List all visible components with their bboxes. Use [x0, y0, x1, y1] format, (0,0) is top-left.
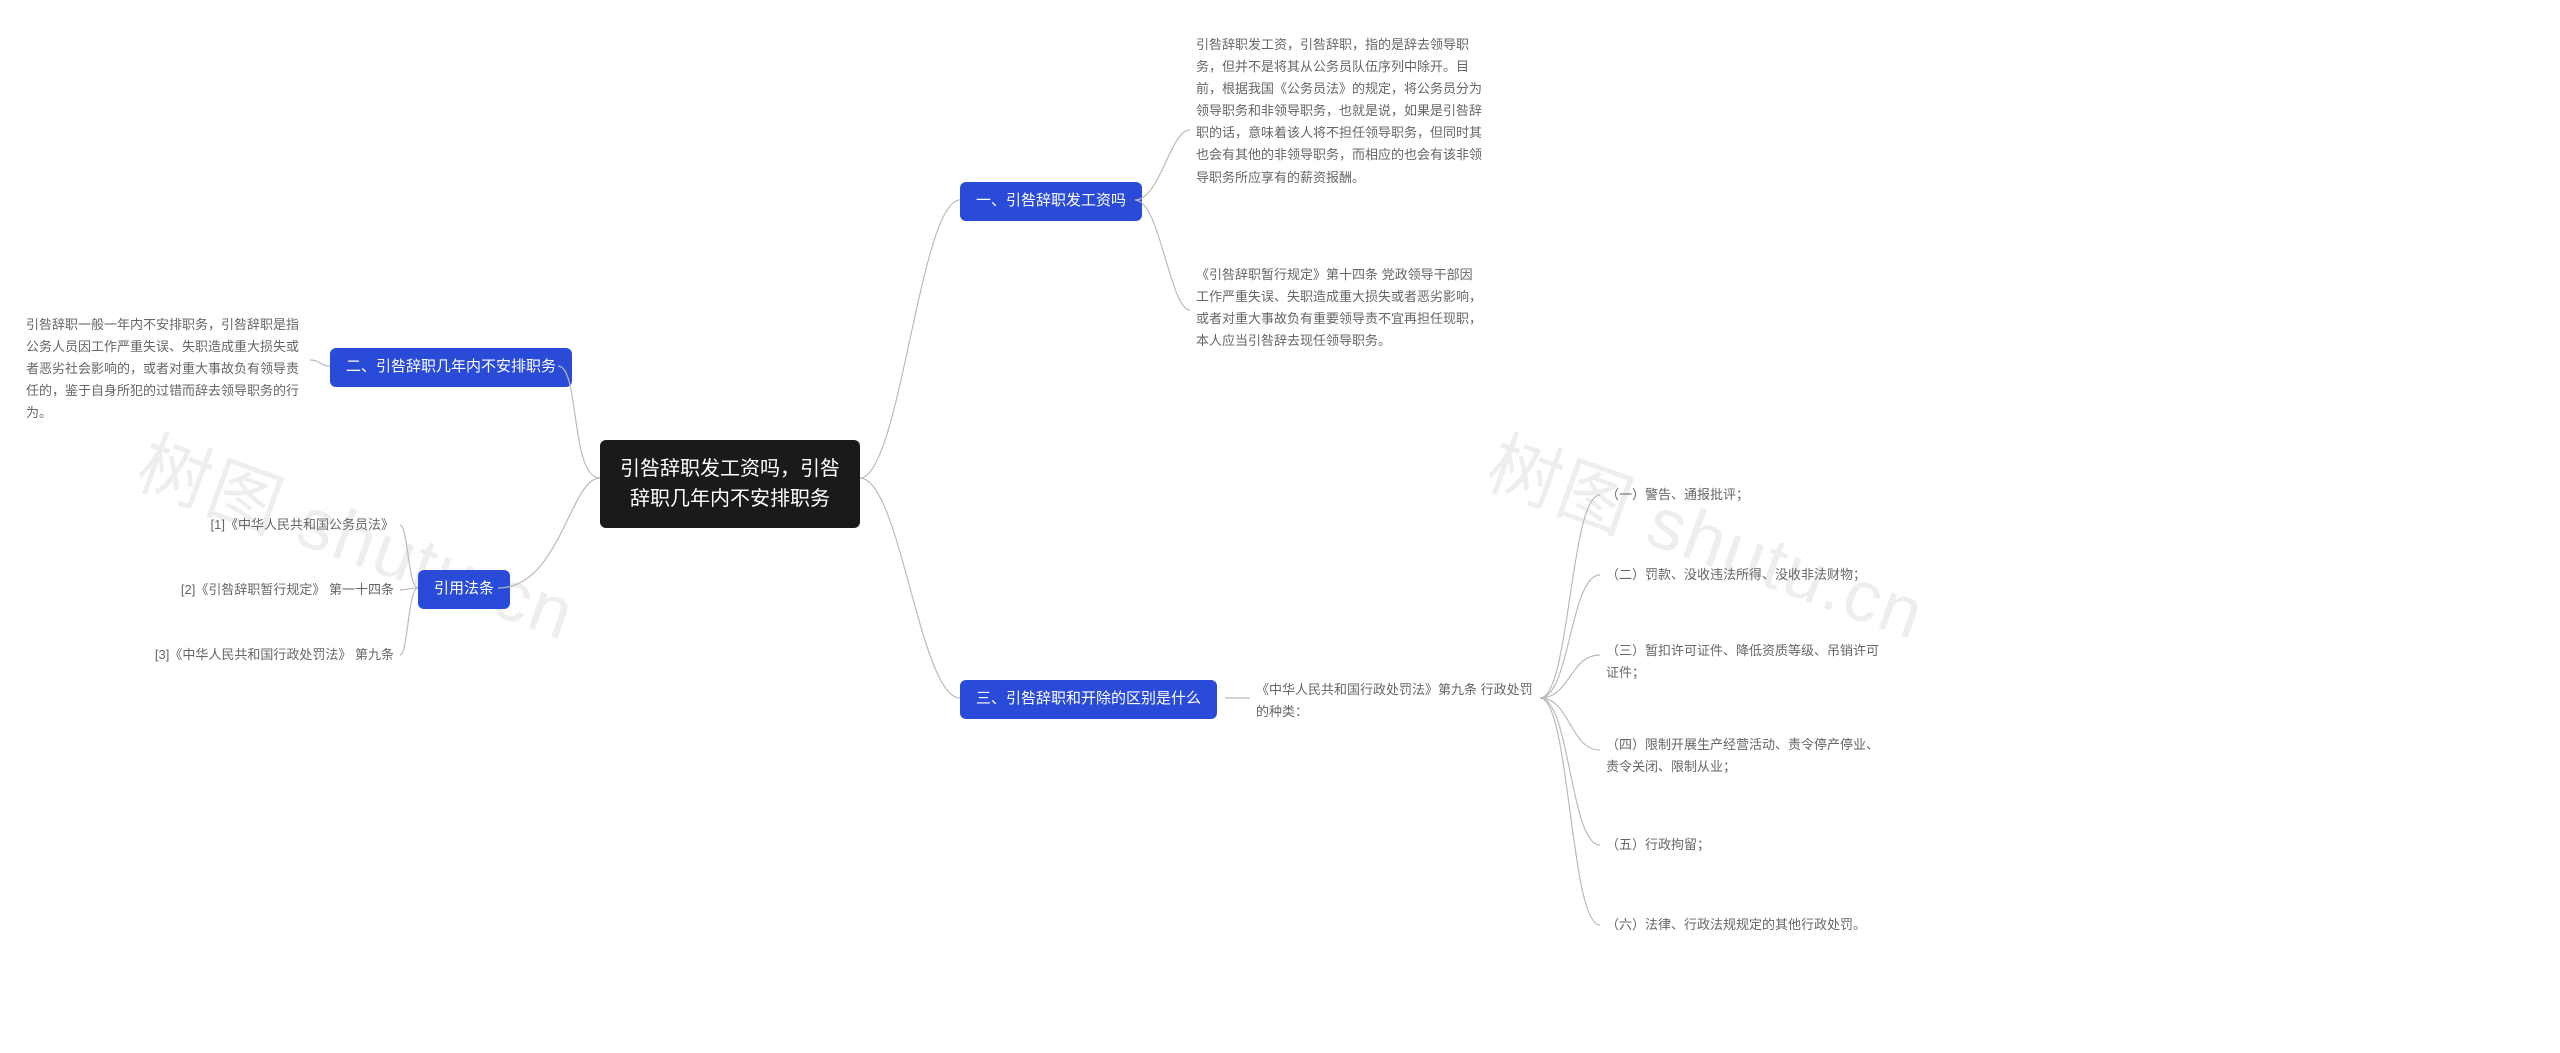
- leaf-b3-5: （五）行政拘留；: [1600, 830, 1890, 860]
- leaf-b4-2: [2]《引咎辞职暂行规定》 第一十四条: [140, 575, 400, 605]
- branch-1: 一、引咎辞职发工资吗: [960, 182, 1142, 221]
- leaf-b4-3: [3]《中华人民共和国行政处罚法》 第九条: [130, 640, 400, 670]
- leaf-b3-4: （四）限制开展生产经营活动、责令停产停业、责令关闭、限制从业；: [1600, 730, 1890, 782]
- branch-3: 三、引咎辞职和开除的区别是什么: [960, 680, 1217, 719]
- leaf-b1-1: 引咎辞职发工资，引咎辞职，指的是辞去领导职务，但并不是将其从公务员队伍序列中除开…: [1190, 30, 1490, 193]
- branch-4: 引用法条: [418, 570, 510, 609]
- root-line2: 辞职几年内不安排职务: [618, 484, 842, 514]
- root-node: 引咎辞职发工资吗，引咎 辞职几年内不安排职务: [600, 440, 860, 528]
- branch-2: 二、引咎辞职几年内不安排职务: [330, 348, 572, 387]
- leaf-b3-3: （三）暂扣许可证件、降低资质等级、吊销许可证件；: [1600, 636, 1890, 688]
- leaf-b4-1: [1]《中华人民共和国公务员法》: [170, 510, 400, 540]
- leaf-b3-1: （一）警告、通报批评；: [1600, 480, 1890, 510]
- watermark-right: 树图 shutu.cn: [1476, 405, 1942, 660]
- leaf-b3-0: 《中华人民共和国行政处罚法》第九条 行政处罚的种类：: [1250, 675, 1540, 727]
- leaf-b2-1: 引咎辞职一般一年内不安排职务，引咎辞职是指公务人员因工作严重失误、失职造成重大损…: [20, 310, 310, 428]
- root-line1: 引咎辞职发工资吗，引咎: [618, 454, 842, 484]
- leaf-b1-2: 《引咎辞职暂行规定》第十四条 党政领导干部因工作严重失误、失职造成重大损失或者恶…: [1190, 260, 1490, 356]
- leaf-b3-2: （二）罚款、没收违法所得、没收非法财物；: [1600, 560, 1890, 590]
- leaf-b3-6: （六）法律、行政法规规定的其他行政处罚。: [1600, 910, 1890, 940]
